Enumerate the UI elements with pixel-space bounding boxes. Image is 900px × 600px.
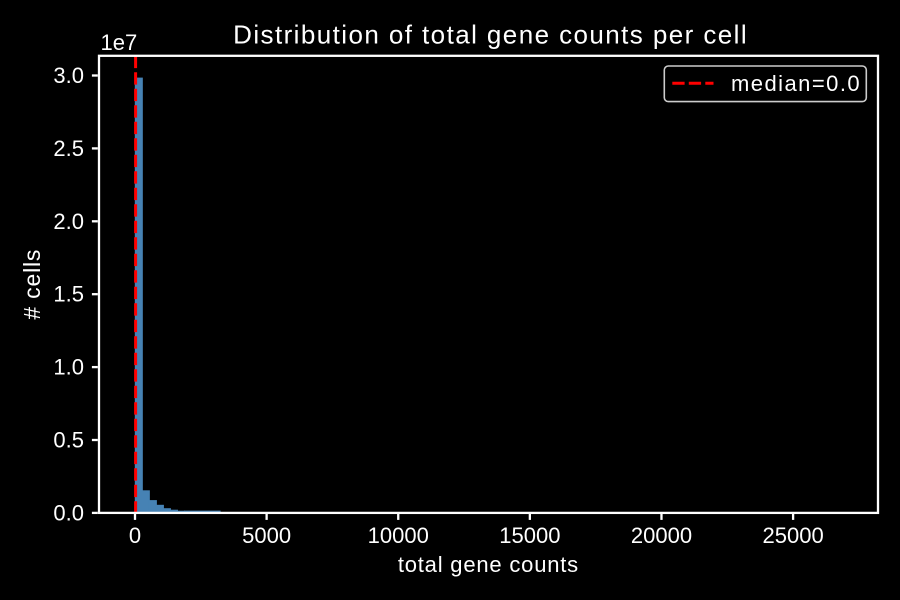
svg-text:1.5: 1.5 — [53, 282, 84, 307]
svg-text:1.0: 1.0 — [53, 355, 84, 380]
svg-text:3.0: 3.0 — [53, 63, 84, 88]
svg-text:0: 0 — [129, 523, 141, 548]
svg-text:2.5: 2.5 — [53, 136, 84, 161]
svg-text:# cells: # cells — [19, 249, 45, 320]
svg-text:Distribution of total gene cou: Distribution of total gene counts per ce… — [233, 19, 748, 49]
svg-text:0.5: 0.5 — [53, 428, 84, 453]
svg-text:20000: 20000 — [631, 523, 692, 548]
svg-text:5000: 5000 — [242, 523, 291, 548]
svg-text:1e7: 1e7 — [101, 30, 138, 55]
svg-text:10000: 10000 — [368, 523, 429, 548]
svg-text:25000: 25000 — [763, 523, 824, 548]
svg-text:total gene counts: total gene counts — [398, 552, 579, 577]
svg-text:0.0: 0.0 — [53, 500, 84, 525]
svg-text:2.0: 2.0 — [53, 209, 84, 234]
svg-text:median=0.0: median=0.0 — [731, 71, 861, 96]
svg-text:15000: 15000 — [499, 523, 560, 548]
